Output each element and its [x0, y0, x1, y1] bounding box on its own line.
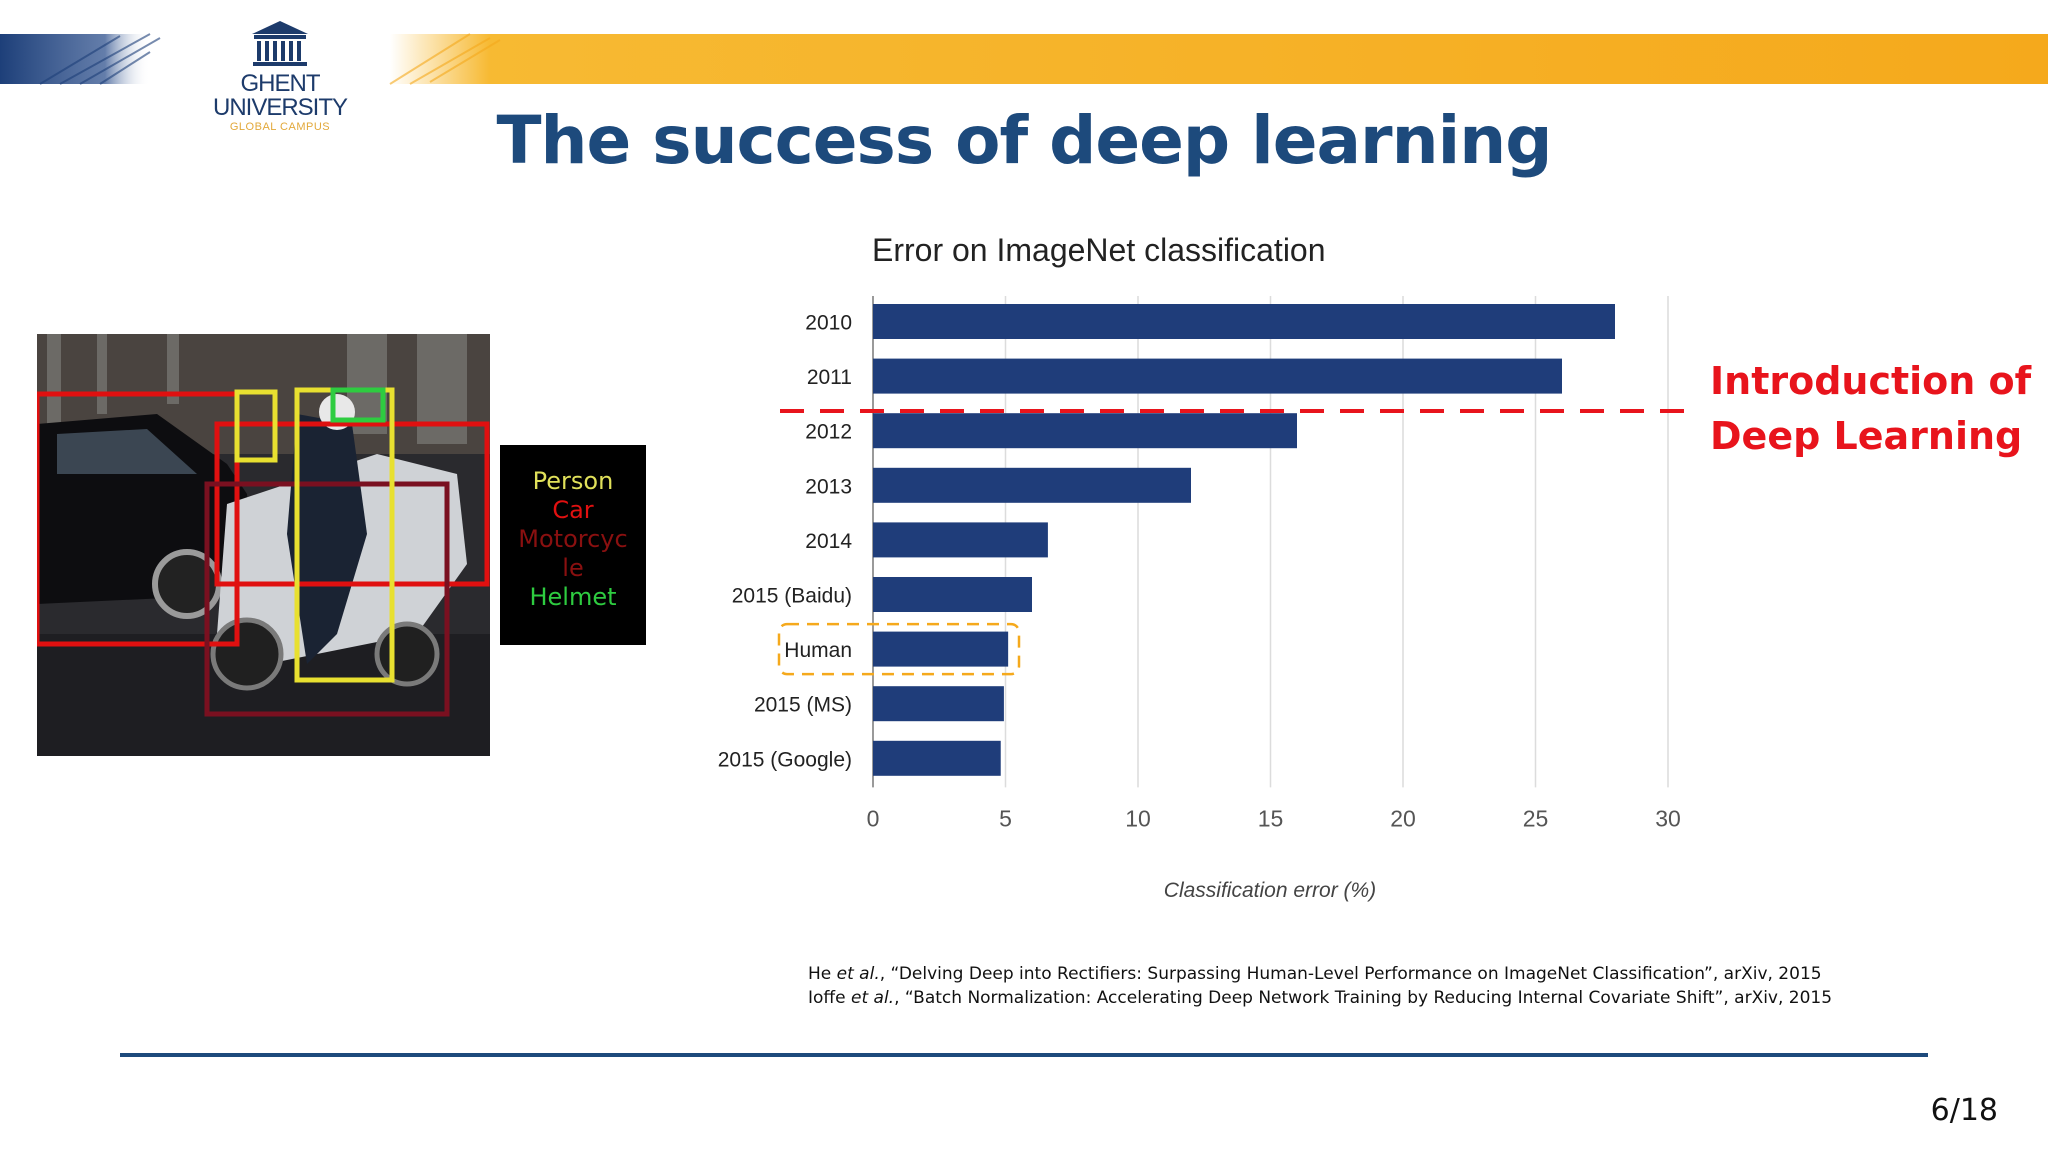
- logo-line-ghent: GHENT: [240, 70, 321, 97]
- category-label: 2012: [805, 421, 852, 444]
- x-tick-label: 5: [999, 805, 1012, 831]
- category-label: Human: [784, 639, 852, 662]
- legend-person: Person: [532, 467, 614, 495]
- university-logo: GHENT UNIVERSITY GLOBAL CAMPUS: [210, 18, 350, 148]
- reference-2-text: , “Batch Normalization: Accelerating Dee…: [894, 988, 1833, 1008]
- bar-2014: [873, 522, 1048, 558]
- reference-1: He et al., “Delving Deep into Rectifiers…: [808, 962, 1832, 986]
- human-highlight-box: [777, 622, 1021, 676]
- box-car-right: [214, 421, 490, 587]
- box-helmet: [330, 387, 386, 423]
- x-tick-label: 25: [1523, 805, 1549, 831]
- car-window: [57, 429, 197, 474]
- logo-line-campus: GLOBAL CAMPUS: [229, 121, 331, 133]
- building-icon: [252, 21, 308, 66]
- bar-2010: [873, 304, 1615, 339]
- bar-2012: [873, 413, 1297, 449]
- box-person-left: [234, 389, 278, 463]
- slide-title: The success of deep learning: [496, 102, 1553, 179]
- legend-motorcycle: Motorcyc: [518, 525, 628, 553]
- legend-car: Car: [552, 496, 594, 524]
- footer-rule: [120, 1053, 1928, 1057]
- chart-x-axis-label: Classification error (%): [1164, 879, 1376, 902]
- gold-band-streaks: [389, 33, 501, 85]
- x-tick-label: 20: [1390, 805, 1416, 831]
- x-tick-label: 15: [1258, 805, 1284, 831]
- category-label: 2014: [805, 530, 852, 553]
- category-label: 2010: [805, 312, 852, 335]
- box-car-left: [37, 391, 240, 647]
- detection-legend: Person Car Motorcyc le Helmet: [500, 445, 646, 645]
- chart-title: Error on ImageNet classification: [872, 232, 1326, 268]
- annotation-line-2: Deep Learning: [1710, 414, 2023, 458]
- category-label: 2015 (MS): [754, 694, 852, 717]
- blue-band-streaks: [39, 33, 161, 85]
- bar-2013: [873, 467, 1191, 503]
- category-label: 2015 (Google): [718, 748, 852, 771]
- legend-motorcycle-cont: le: [562, 554, 584, 582]
- references: He et al., “Delving Deep into Rectifiers…: [808, 962, 1832, 1010]
- reference-1-author: He: [808, 964, 832, 984]
- annotation-line-1: Introduction of: [1710, 359, 2032, 403]
- deep-learning-annotation: Introduction of Deep Learning: [1710, 354, 2031, 464]
- reference-2-author: Ioffe: [808, 988, 846, 1008]
- bar-2015-ms: [873, 686, 1004, 722]
- page-number: 6/18: [1930, 1093, 1998, 1128]
- bar-2015-baidu: [873, 577, 1032, 612]
- reference-2: Ioffe et al., “Batch Normalization: Acce…: [808, 986, 1832, 1010]
- reference-1-text: , “Delving Deep into Rectifiers: Surpass…: [879, 964, 1822, 984]
- category-label: 2015 (Baidu): [732, 585, 852, 608]
- chart-x-ticks: 0 5 10 15 20 25 30: [867, 805, 1681, 831]
- legend-helmet: Helmet: [529, 583, 617, 611]
- rider-shape: [287, 414, 367, 664]
- x-tick-label: 0: [867, 805, 880, 831]
- bar-2011: [873, 358, 1562, 394]
- logo-line-university: UNIVERSITY: [212, 94, 348, 121]
- bar-human: [873, 631, 1009, 667]
- chart-category-labels: 2010 2011 2012 2013 2014 2015 (Baidu) Human 201…: [718, 312, 853, 772]
- detection-photo: [37, 334, 490, 756]
- reference-1-etal: et al.: [836, 964, 880, 984]
- detection-boxes: [37, 387, 490, 717]
- scooter-wheel-front: [210, 617, 284, 691]
- category-label: 2013: [805, 475, 852, 498]
- human-highlight-group: [777, 622, 1021, 676]
- reference-2-etal: et al.: [851, 988, 895, 1008]
- box-motorcycle: [204, 481, 450, 717]
- category-label: 2011: [807, 366, 852, 389]
- gold-band: [390, 34, 2048, 84]
- x-tick-label: 10: [1125, 805, 1151, 831]
- bar-2015-google: [873, 740, 1001, 776]
- chart-bars: [873, 304, 1615, 776]
- x-tick-label: 30: [1655, 805, 1681, 831]
